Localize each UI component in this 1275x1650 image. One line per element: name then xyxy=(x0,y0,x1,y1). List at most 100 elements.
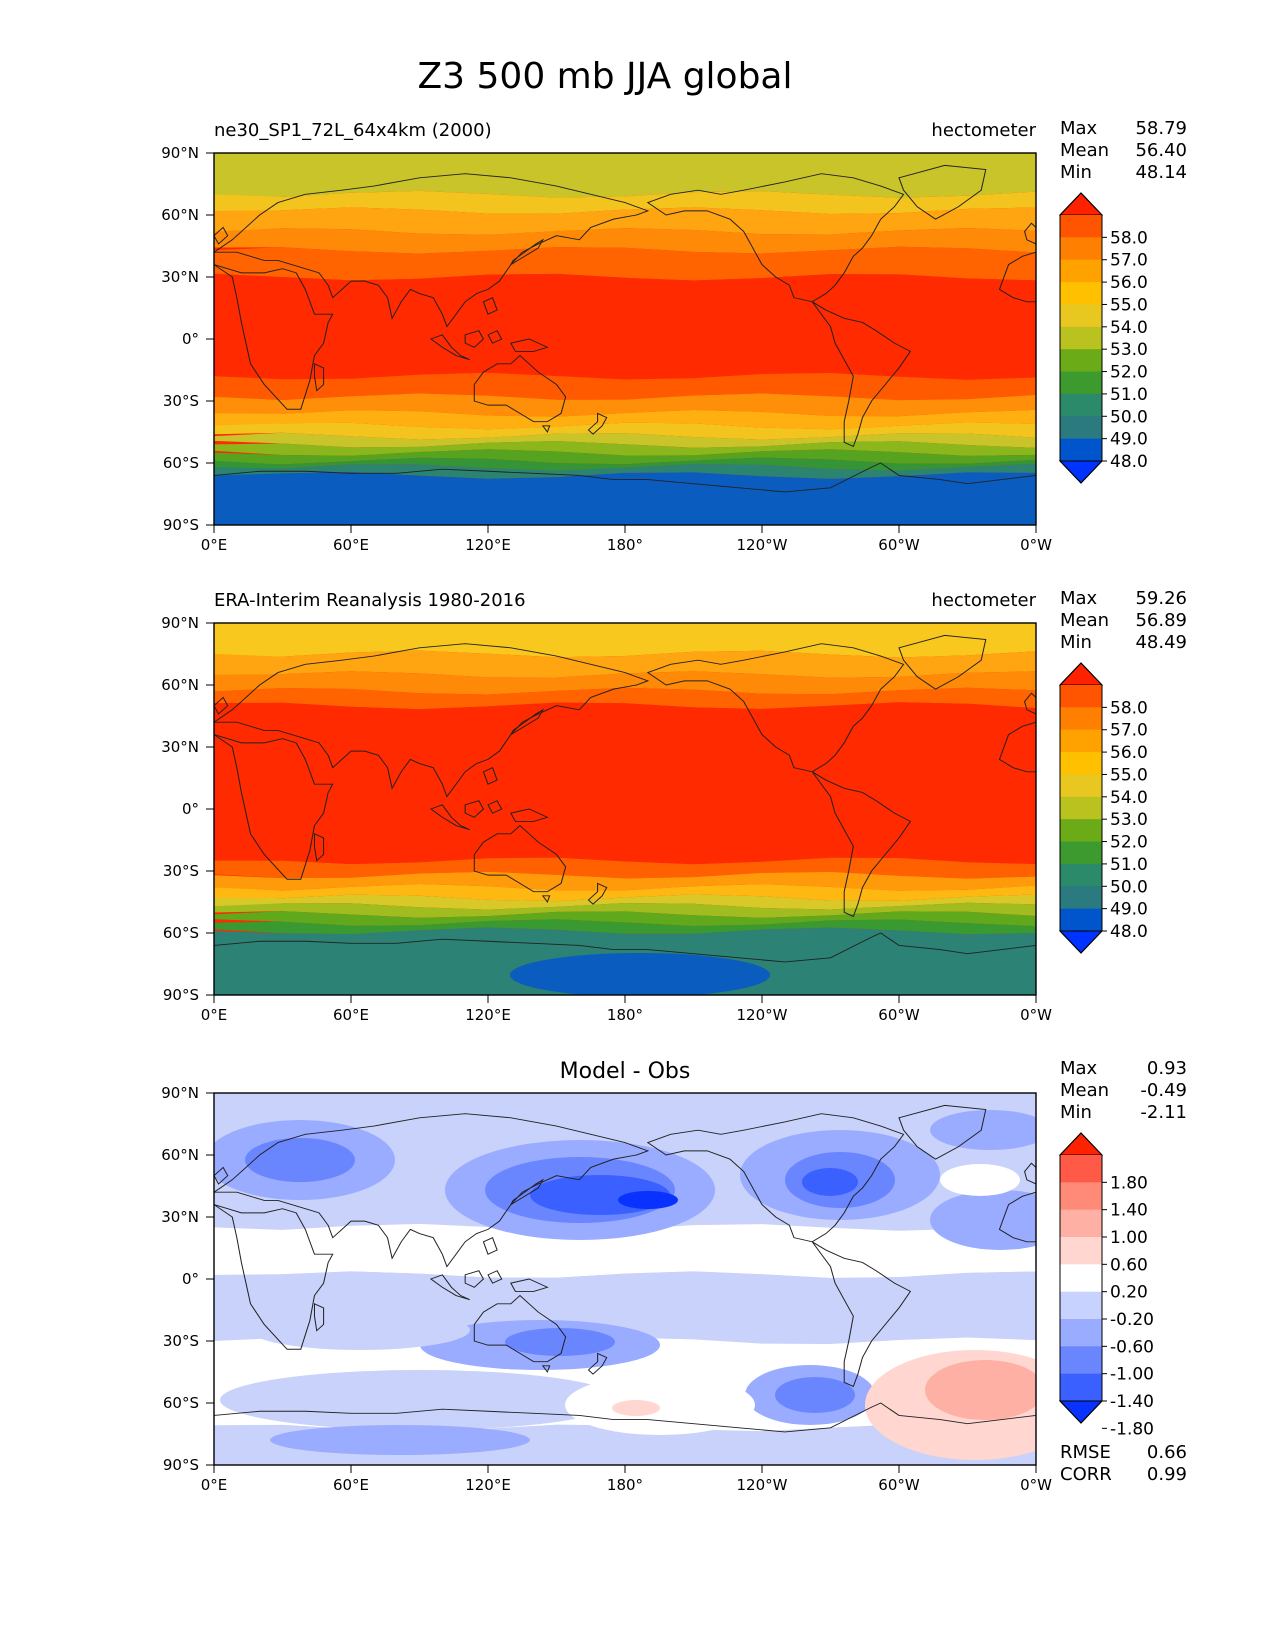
lat-tick-label: 30°S xyxy=(163,1332,199,1350)
colorbar-extend-top xyxy=(1058,662,1104,686)
lat-tick-label: 90°N xyxy=(161,144,199,162)
stat-label: Max xyxy=(1060,1058,1098,1079)
lat-tick-label: 60°N xyxy=(161,1146,199,1164)
contour-band xyxy=(214,463,1036,479)
colorbar-segment xyxy=(1060,349,1102,373)
lon-tick-label: 0°W xyxy=(1020,1476,1052,1494)
anomaly-region xyxy=(930,1190,1036,1250)
stat-value: 0.66 xyxy=(1147,1442,1187,1463)
colorbar-label: 0.20 xyxy=(1110,1283,1148,1303)
contour-band xyxy=(214,884,1036,902)
colorbar-label: 48.0 xyxy=(1110,452,1148,472)
anomaly-region xyxy=(930,1110,1036,1150)
colorbar-segment xyxy=(1060,729,1102,753)
colorbar-label: 57.0 xyxy=(1110,251,1148,271)
colorbar-label: 50.0 xyxy=(1110,407,1148,427)
stat-value: -2.11 xyxy=(1140,1102,1187,1123)
lat-tick-label: 60°N xyxy=(161,676,199,694)
colorbar-label: 53.0 xyxy=(1110,810,1148,830)
lat-tick-label: 0° xyxy=(182,330,199,348)
lon-tick-label: 60°W xyxy=(878,1006,920,1024)
colorbar-extend-bottom xyxy=(1058,930,1104,954)
anomaly-region xyxy=(925,1360,1036,1420)
panel-diff-center-title: Model - Obs xyxy=(560,1059,691,1084)
panel-diff-footer-stats: RMSE 0.66 CORR 0.99 xyxy=(1060,1442,1187,1485)
colorbar-segment xyxy=(1060,259,1102,283)
contour-band xyxy=(214,449,1036,465)
colorbar-label: 49.0 xyxy=(1110,430,1148,450)
colorbar-label: 53.0 xyxy=(1110,340,1148,360)
contour-band xyxy=(214,393,1036,417)
colorbar-label: 57.0 xyxy=(1110,721,1148,741)
contour-band xyxy=(214,372,1036,401)
lon-tick-label: 0°W xyxy=(1020,1006,1052,1024)
lat-tick-label: 90°N xyxy=(161,614,199,632)
contour-band xyxy=(214,441,1036,456)
lon-tick-label: 120°E xyxy=(465,536,511,554)
panel-diff: Model - Obs xyxy=(161,1058,1187,1494)
colorbar-label: -1.40 xyxy=(1110,1392,1154,1412)
colorbar-label: -0.60 xyxy=(1110,1337,1154,1357)
lon-tick-label: 0°E xyxy=(201,1476,228,1494)
stat-label: Mean xyxy=(1060,1080,1109,1101)
contour-band xyxy=(214,432,1036,448)
colorbar-label: -1.00 xyxy=(1110,1365,1154,1385)
colorbar-segment xyxy=(1060,1182,1102,1211)
colorbar-segment xyxy=(1060,1319,1102,1347)
panel-diff-stats: Max 0.93 Mean -0.49 Min -2.11 xyxy=(1060,1058,1187,1123)
stat-label: Mean xyxy=(1060,140,1109,161)
anomaly-region xyxy=(270,1425,530,1455)
colorbar-label: 1.80 xyxy=(1110,1173,1148,1193)
stat-value: 0.93 xyxy=(1147,1058,1187,1079)
panel-obs-stats: Max 59.26 Mean 56.89 Min 48.49 xyxy=(1060,588,1187,653)
lat-tick-label: 90°S xyxy=(163,1456,199,1474)
stat-label: Min xyxy=(1060,632,1092,653)
contour-band xyxy=(214,273,1036,380)
colorbar-extend-top xyxy=(1058,1132,1104,1156)
lon-tick-label: 60°E xyxy=(333,1006,369,1024)
lat-tick-label: 30°S xyxy=(163,392,199,410)
colorbar-segment xyxy=(1060,416,1102,440)
colorbar-segment xyxy=(1060,908,1102,932)
contour-band xyxy=(214,650,1036,678)
contour-band xyxy=(214,207,1036,235)
lon-tick-label: 120°E xyxy=(465,1006,511,1024)
panel-obs: ERA-Interim Reanalysis 1980-2016 hectome… xyxy=(161,588,1187,1024)
anomaly-region xyxy=(250,1310,470,1350)
anomaly-region xyxy=(505,1328,615,1356)
contour-band xyxy=(214,702,1036,865)
lat-tick-label: 60°S xyxy=(163,924,199,942)
stat-label: RMSE xyxy=(1060,1442,1111,1463)
colorbar-segment xyxy=(1060,304,1102,328)
colorbar-label: 1.40 xyxy=(1110,1201,1148,1221)
stat-label: Mean xyxy=(1060,610,1109,631)
colorbar-segment xyxy=(1060,1346,1102,1375)
contour-band xyxy=(214,457,1036,471)
lon-tick-label: 180° xyxy=(607,1006,643,1024)
lon-tick-label: 0°E xyxy=(201,536,228,554)
stat-value: 48.14 xyxy=(1135,162,1187,183)
lat-tick-label: 60°S xyxy=(163,454,199,472)
colorbar-label: 58.0 xyxy=(1110,228,1148,248)
colorbar-segment xyxy=(1060,438,1102,462)
lat-tick-label: 30°N xyxy=(161,738,199,756)
colorbar-segment xyxy=(1060,796,1102,820)
anomaly-region xyxy=(940,1164,1020,1196)
panel-model-lon-axis: 0°E 60°E 120°E 180° 120°W 60°W 0°W xyxy=(201,525,1052,554)
colorbar-segment xyxy=(1060,774,1102,798)
lon-tick-label: 60°W xyxy=(878,1476,920,1494)
panel-model-contour-field xyxy=(214,153,1036,525)
colorbar-segment xyxy=(1060,685,1102,708)
contour-band xyxy=(214,894,1036,910)
panel-model-right-title: hectometer xyxy=(931,120,1036,141)
colorbar-label: 50.0 xyxy=(1110,877,1148,897)
panel-model: ne30_SP1_72L_64x4km (2000) hectometer 90… xyxy=(161,118,1187,554)
lon-tick-label: 120°W xyxy=(737,536,788,554)
panel-model-left-title: ne30_SP1_72L_64x4km (2000) xyxy=(214,120,492,141)
contour-band xyxy=(214,422,1036,440)
stat-label: Min xyxy=(1060,1102,1092,1123)
anomaly-region xyxy=(618,1191,678,1209)
stat-label: Min xyxy=(1060,162,1092,183)
lat-tick-label: 90°S xyxy=(163,986,199,1004)
panel-obs-contour-field xyxy=(214,623,1036,995)
